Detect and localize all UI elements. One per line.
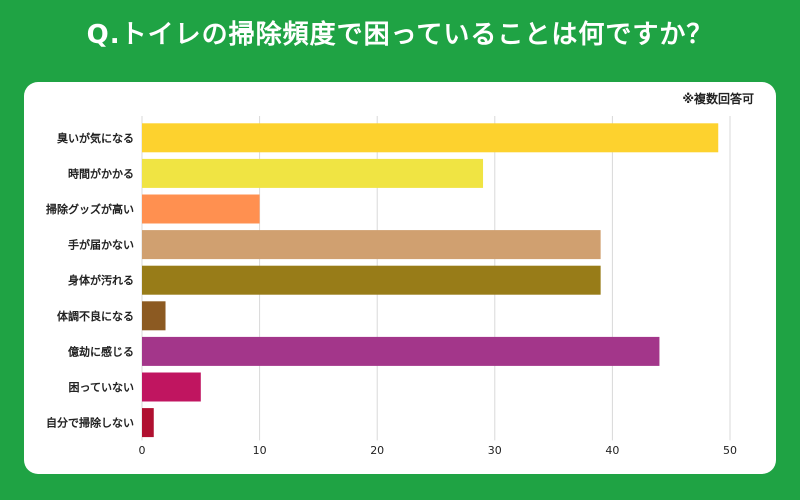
category-labels: 臭いが気になる時間がかかる掃除グッズが高い手が届かない身体が汚れる体調不良になる… bbox=[46, 131, 134, 430]
chart-panel: ※複数回答可 臭いが気になる時間がかかる掃除グッズが高い手が届かない 身体が汚れる… bbox=[24, 82, 776, 474]
category-label: 自分で掃除しない bbox=[46, 416, 134, 430]
bar-4 bbox=[142, 230, 601, 260]
x-tick-label: 0 bbox=[139, 444, 146, 457]
category-label: 手が届かない bbox=[68, 238, 134, 252]
category-label: 身体が汚れる bbox=[68, 273, 134, 287]
x-tick-label: 30 bbox=[488, 444, 502, 457]
bar-chart: 臭いが気になる時間がかかる掃除グッズが高い手が届かない身体が汚れる体調不良になる… bbox=[46, 116, 738, 457]
bar-8 bbox=[142, 372, 201, 402]
bar-1 bbox=[142, 123, 719, 153]
category-label: 困っていない bbox=[69, 381, 134, 394]
category-label: 臭いが気になる bbox=[57, 131, 134, 145]
bar-9 bbox=[142, 408, 154, 438]
x-tick-label: 50 bbox=[723, 444, 737, 457]
category-label: 億劫に感じる bbox=[68, 344, 134, 358]
bar-layer bbox=[142, 123, 719, 438]
bar-2 bbox=[142, 158, 484, 188]
bar-5 bbox=[142, 265, 601, 295]
category-label: 掃除グッズが高い bbox=[46, 202, 134, 216]
bar-3 bbox=[142, 194, 260, 224]
bar-7 bbox=[142, 336, 660, 366]
tick-labels: 0 10 20 30 40 50 bbox=[139, 444, 738, 457]
x-tick-label: 40 bbox=[605, 444, 619, 457]
x-tick-label: 20 bbox=[370, 444, 384, 457]
multiple-answer-note: ※複数回答可 bbox=[682, 92, 754, 106]
bar-6 bbox=[142, 301, 166, 331]
x-tick-label: 10 bbox=[253, 444, 267, 457]
category-label: 体調不良になる bbox=[57, 309, 134, 323]
category-label: 時間がかかる bbox=[68, 166, 134, 180]
page-title: Q.トイレの掃除頻度で困っていることは何ですか？ bbox=[86, 20, 714, 50]
